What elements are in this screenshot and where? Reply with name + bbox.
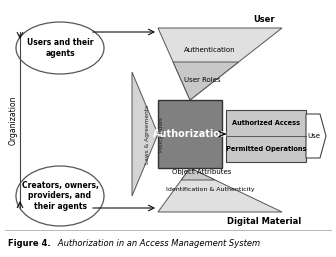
Polygon shape [158, 168, 282, 212]
Text: Digital Material: Digital Material [227, 217, 301, 226]
Text: Authorization in an Access Management System: Authorization in an Access Management Sy… [50, 238, 260, 247]
Bar [226, 110, 306, 162]
Text: User Roles: User Roles [184, 77, 220, 83]
Text: Use: Use [307, 133, 321, 139]
Polygon shape [306, 114, 326, 158]
Text: Authorized Access: Authorized Access [232, 120, 300, 126]
Ellipse shape [16, 166, 104, 226]
Polygon shape [173, 62, 239, 100]
Text: Policy Rules: Policy Rules [160, 116, 165, 151]
Text: Authentication: Authentication [184, 47, 236, 53]
Text: Identification & Authenticity: Identification & Authenticity [166, 188, 254, 192]
Bar [158, 100, 222, 168]
Text: Users and their
agents: Users and their agents [27, 38, 93, 58]
Polygon shape [181, 168, 215, 180]
Text: User: User [253, 15, 275, 24]
Text: Permitted Operations: Permitted Operations [226, 146, 306, 152]
Polygon shape [132, 72, 158, 196]
Text: Organization: Organization [8, 95, 17, 145]
Text: Object Attributes: Object Attributes [172, 169, 232, 175]
Polygon shape [158, 28, 282, 100]
Text: Figure 4.: Figure 4. [8, 238, 51, 247]
Text: Creators, owners,
providers, and
their agents: Creators, owners, providers, and their a… [22, 181, 98, 211]
Text: Laws & Agreements: Laws & Agreements [145, 104, 151, 163]
Ellipse shape [16, 22, 104, 74]
Text: Authorization: Authorization [153, 129, 227, 139]
